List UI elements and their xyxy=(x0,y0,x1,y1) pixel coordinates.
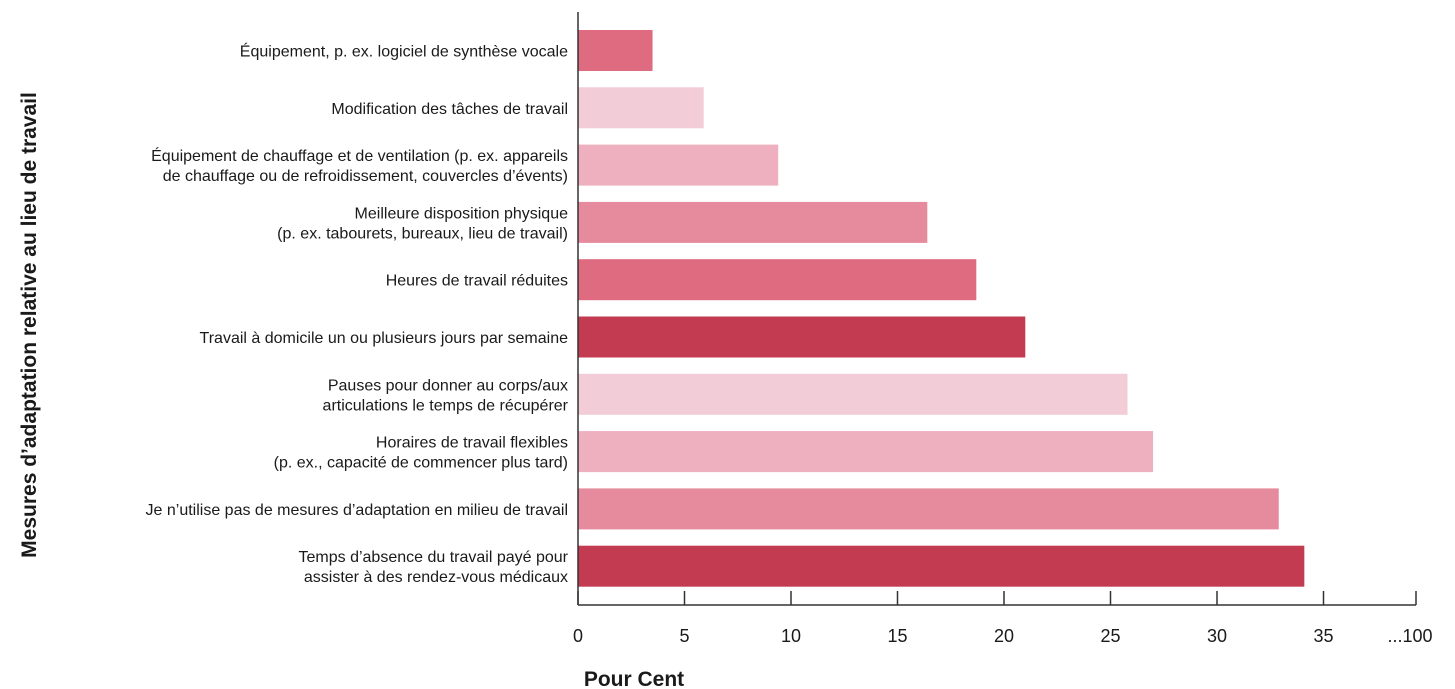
category-label-line: Temps d’absence du travail payé pour xyxy=(299,549,569,566)
x-tick-label: 5 xyxy=(679,626,689,646)
category-labels-group: Équipement, p. ex. logiciel de synthèse … xyxy=(146,42,569,587)
x-tick-label: 20 xyxy=(994,626,1014,646)
bar-4 xyxy=(578,201,928,243)
bars-group xyxy=(578,30,1305,587)
bar-5 xyxy=(578,259,977,301)
category-label-line: Pauses pour donner au corps/aux xyxy=(328,377,568,394)
category-label-line: Équipement de chauffage et de ventilatio… xyxy=(151,146,568,165)
bar-1 xyxy=(578,30,653,71)
category-label-2: Modification des tâches de travail xyxy=(331,101,568,118)
bar-7 xyxy=(578,373,1128,415)
bar-3 xyxy=(578,144,779,186)
x-tick-label: ...100 xyxy=(1387,626,1432,646)
bar-10 xyxy=(578,545,1305,587)
category-label-line: articulations le temps de récupérer xyxy=(323,397,569,414)
axes-group xyxy=(577,12,1416,606)
x-tick-label: 35 xyxy=(1313,626,1333,646)
y-axis-title: Mesures d’adaptation relative au lieu de… xyxy=(18,92,41,558)
category-label-8: Horaires de travail flexibles (p. ex., ca… xyxy=(274,435,568,472)
bar-8 xyxy=(578,431,1154,473)
category-label-line: Horaires de travail flexibles xyxy=(376,435,568,452)
category-label-10: Temps d’absence du travail payé pour assi… xyxy=(299,549,569,586)
category-label-line: (p. ex., capacité de commencer plus tard… xyxy=(274,455,568,472)
category-label-line: Travail à domicile un ou plusieurs jours… xyxy=(200,330,569,347)
x-tick-label: 10 xyxy=(781,626,801,646)
category-label-line: (p. ex. tabourets, bureaux, lieu de trav… xyxy=(277,225,568,242)
category-label-5: Heures de travail réduites xyxy=(386,273,568,290)
category-label-line: Équipement, p. ex. logiciel de synthèse … xyxy=(240,42,568,61)
category-label-4: Meilleure disposition physique (p. ex. ta… xyxy=(277,205,568,242)
category-label-1: Équipement, p. ex. logiciel de synthèse … xyxy=(240,42,568,61)
category-label-line: Meilleure disposition physique xyxy=(355,205,569,222)
category-label-line: assister à des rendez-vous médicaux xyxy=(304,569,568,586)
x-ticks-group: 0 5 10 15 20 25 30 35 ...100 xyxy=(573,591,1433,646)
bar-2 xyxy=(578,87,704,129)
x-tick-label: 0 xyxy=(573,626,583,646)
x-axis-title: Pour Cent xyxy=(584,668,684,689)
x-tick-label: 30 xyxy=(1207,626,1227,646)
category-label-line: Heures de travail réduites xyxy=(386,273,568,290)
category-label-line: Je n’utilise pas de mesures d’adaptation… xyxy=(146,502,568,519)
bar-9 xyxy=(578,488,1279,530)
category-label-line: de chauffage ou de refroidissement, couv… xyxy=(163,168,568,185)
category-label-7: Pauses pour donner au corps/aux articulat… xyxy=(323,377,569,414)
category-label-3: Équipement de chauffage et de ventilatio… xyxy=(151,146,568,185)
category-label-6: Travail à domicile un ou plusieurs jours… xyxy=(200,330,569,347)
category-label-9: Je n’utilise pas de mesures d’adaptation… xyxy=(146,502,568,519)
x-tick-label: 15 xyxy=(887,626,907,646)
category-label-line: Modification des tâches de travail xyxy=(331,101,568,118)
bar-6 xyxy=(578,316,1026,358)
x-tick-label: 25 xyxy=(1100,626,1120,646)
